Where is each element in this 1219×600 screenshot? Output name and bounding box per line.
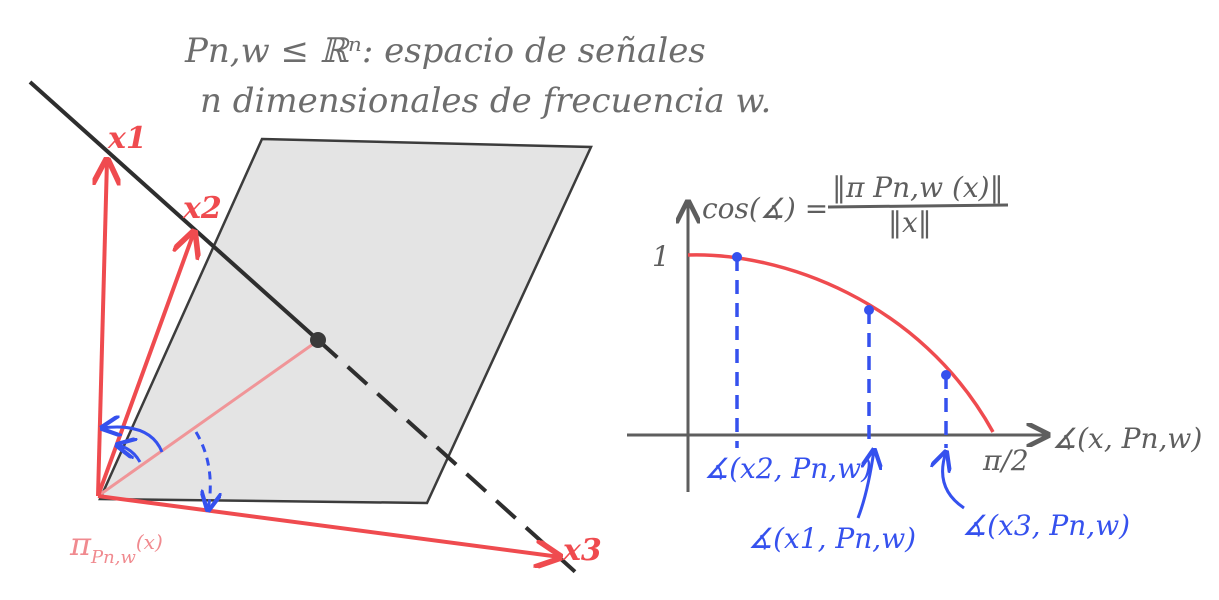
projection-label: πPn,w(x) xyxy=(69,525,163,568)
angle-arc-x3 xyxy=(194,431,210,510)
point-x1 xyxy=(864,305,874,315)
point-x2 xyxy=(732,252,742,262)
projection-vector xyxy=(97,340,317,498)
y-tick-1: 1 xyxy=(652,240,670,273)
angle-arc-x1 xyxy=(102,427,164,453)
left-diagram: x1 x2 x3 πPn,w(x) xyxy=(28,80,602,580)
line-dashed xyxy=(316,338,584,580)
annotation-arrow-x1 xyxy=(856,450,874,519)
intersection-point xyxy=(310,332,326,348)
fraction-denominator: ‖x‖ xyxy=(888,206,932,239)
vector-x3 xyxy=(97,494,560,557)
fraction-numerator: ‖π Pn,w (x)‖ xyxy=(832,171,1004,204)
label-x3: x3 xyxy=(562,533,602,568)
line-solid xyxy=(28,80,320,342)
label-x1: x1 xyxy=(107,121,147,156)
title: Pn,w ≤ ℝⁿ: espacio de señales n dimensio… xyxy=(184,31,771,121)
x-axis-label: ∡(x, Pn,w) xyxy=(1052,422,1202,455)
point-x3 xyxy=(941,370,951,380)
cosine-curve xyxy=(687,253,995,433)
annotation-arrow-x3 xyxy=(943,452,965,510)
title-line-2: n dimensionales de frecuencia w. xyxy=(200,81,771,121)
fraction-bar xyxy=(827,203,1009,209)
x-tick-pi-half: π/2 xyxy=(982,444,1029,477)
title-line-1: Pn,w ≤ ℝⁿ: espacio de señales xyxy=(184,31,706,71)
subspace-plane xyxy=(98,137,593,505)
angle-arc-x2 xyxy=(117,445,142,463)
label-angle-x2: ∡(x2, Pn,w) xyxy=(704,452,872,485)
right-chart: 1 π/2 cos(∡) = ‖π Pn,w (x)‖ ‖x‖ ∡(x, Pn,… xyxy=(627,171,1202,555)
vector-x1 xyxy=(98,160,107,497)
label-x2: x2 xyxy=(182,191,222,226)
y-axis-label: cos(∡) = xyxy=(702,192,828,225)
label-angle-x3: ∡(x3, Pn,w) xyxy=(962,509,1130,542)
label-angle-x1: ∡(x1, Pn,w) xyxy=(748,522,916,555)
